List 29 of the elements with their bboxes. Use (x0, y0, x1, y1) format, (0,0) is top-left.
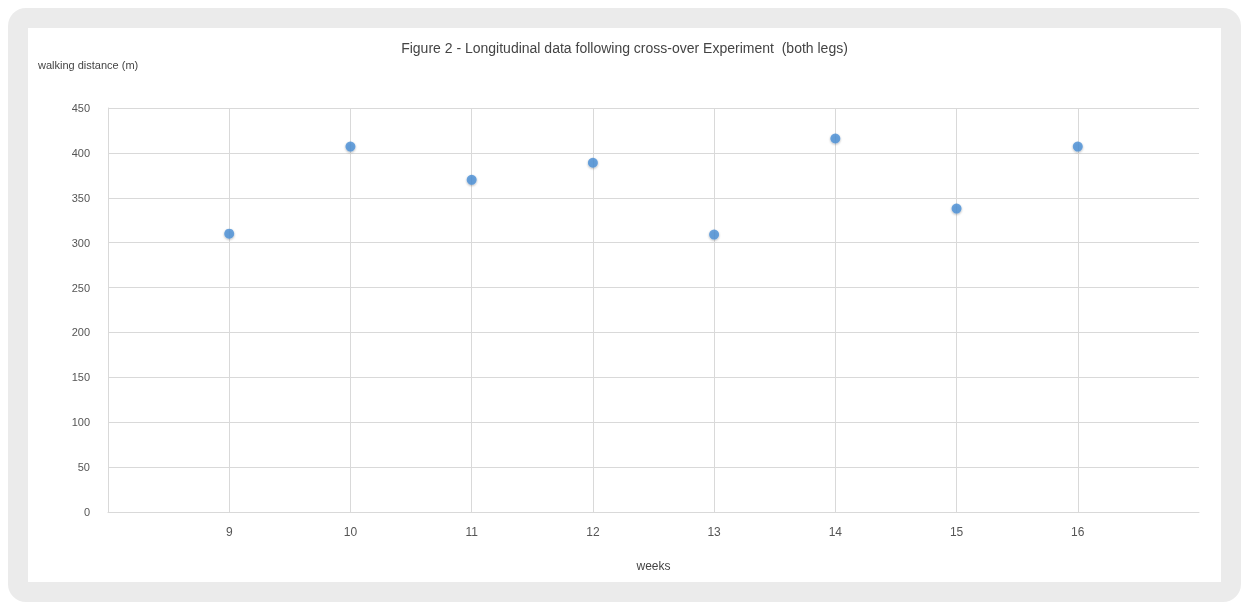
y-tick-label: 250 (71, 281, 90, 294)
point (345, 141, 356, 152)
point (587, 157, 598, 168)
y-tick-label: 100 (71, 416, 90, 429)
y-tick-label: 0 (83, 506, 90, 518)
y-tick-label: 350 (71, 191, 90, 204)
chart-title: Figure 2 - Longitudinal data following cross-over Experiment (both legs) (401, 40, 848, 56)
x-tick-label: 13 (707, 525, 722, 539)
point (224, 228, 235, 239)
point (466, 174, 477, 185)
x-axis-title: weeks (635, 559, 671, 573)
y-tick-label: 400 (71, 146, 90, 159)
x-tick-label: 11 (465, 525, 479, 539)
y-tick-label: 150 (71, 371, 90, 384)
y-axis-title: walking distance (m) (37, 58, 139, 71)
point (709, 229, 720, 240)
y-tick-label: 50 (77, 461, 90, 474)
y-tick-label: 450 (71, 102, 90, 114)
x-tick-label: 16 (1071, 525, 1085, 539)
x-tick-label: 12 (586, 525, 600, 539)
x-tick-label: 10 (343, 525, 358, 539)
point (1072, 141, 1083, 152)
y-tick-label: 200 (71, 326, 90, 339)
point (830, 133, 841, 144)
x-tick-label: 14 (828, 525, 843, 539)
x-tick-label: 9 (225, 525, 233, 539)
point (951, 203, 962, 214)
y-tick-label: 300 (71, 236, 90, 249)
x-tick-label: 15 (949, 525, 964, 539)
